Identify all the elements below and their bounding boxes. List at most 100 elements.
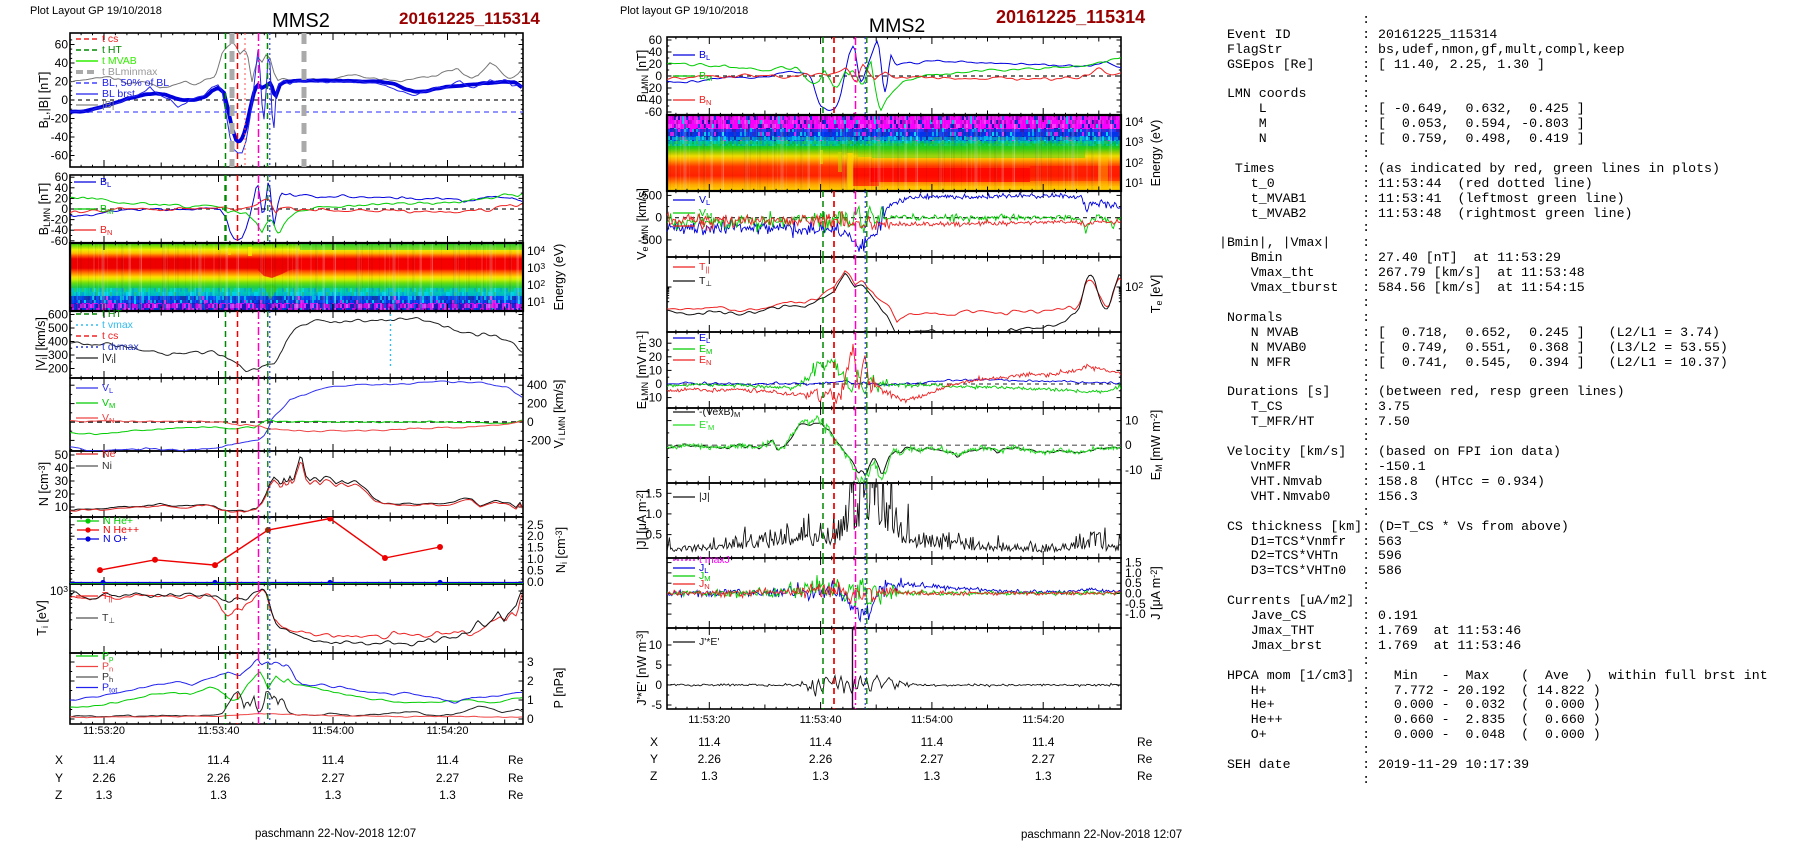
- svg-text:E'M: E'M: [699, 419, 714, 432]
- svg-text:1.3: 1.3: [1035, 769, 1052, 783]
- svg-text:0: 0: [655, 377, 662, 391]
- svg-text:T||: T||: [699, 261, 709, 274]
- svg-text:11.4: 11.4: [207, 753, 230, 767]
- svg-text:t BLminmax: t BLminmax: [102, 66, 158, 78]
- svg-text:BLMN [nT]: BLMN [nT]: [37, 183, 52, 235]
- svg-text:EM [mW m-2]: EM [mW m-2]: [1149, 410, 1164, 480]
- svg-text:2.26: 2.26: [92, 771, 116, 785]
- svg-text:T⊥: T⊥: [699, 275, 712, 288]
- svg-text:0: 0: [655, 678, 662, 692]
- svg-text:N He+: N He+: [103, 515, 133, 527]
- svg-text:-20: -20: [51, 213, 69, 227]
- svg-text:BL brst: BL brst: [102, 88, 135, 100]
- svg-text:101: 101: [527, 295, 545, 309]
- svg-text:BLMN [nT]: BLMN [nT]: [635, 50, 650, 102]
- svg-text:1.3: 1.3: [812, 769, 829, 783]
- svg-text:2.5: 2.5: [527, 518, 544, 532]
- svg-text:-1.0: -1.0: [1125, 607, 1146, 621]
- svg-text:20: 20: [649, 350, 663, 364]
- svg-text:5: 5: [655, 658, 662, 672]
- svg-text:JL: JL: [699, 562, 708, 575]
- svg-text:1.3: 1.3: [439, 788, 456, 802]
- svg-text:1.0: 1.0: [1125, 566, 1142, 580]
- svg-text:Plot layout GP 19/10/2018: Plot layout GP 19/10/2018: [620, 5, 748, 17]
- svg-text:0.5: 0.5: [645, 528, 662, 542]
- svg-text:VM: VM: [699, 207, 712, 220]
- svg-text:JN: JN: [699, 578, 710, 591]
- svg-text:Y: Y: [650, 752, 658, 766]
- svg-text:60: 60: [55, 170, 69, 184]
- svg-text:50: 50: [55, 448, 69, 462]
- svg-text:EM: EM: [699, 343, 712, 356]
- svg-text:Re: Re: [1137, 769, 1153, 783]
- svg-text:-60: -60: [51, 149, 69, 163]
- svg-text:0: 0: [1125, 438, 1132, 452]
- svg-text:102: 102: [527, 278, 545, 292]
- svg-text:Ptot: Ptot: [102, 682, 118, 695]
- svg-text:11.4: 11.4: [322, 753, 345, 767]
- svg-text:11.4: 11.4: [436, 753, 459, 767]
- svg-text:1.3: 1.3: [96, 788, 113, 802]
- svg-text:t MVAB: t MVAB: [102, 55, 137, 67]
- svg-text:103: 103: [1125, 135, 1143, 149]
- svg-text:EL: EL: [699, 332, 710, 345]
- svg-text:11:54:20: 11:54:20: [426, 725, 468, 737]
- svg-text:1.5: 1.5: [645, 486, 662, 500]
- svg-text:11.4: 11.4: [921, 735, 944, 749]
- svg-text:0.0: 0.0: [527, 575, 544, 589]
- svg-text:X: X: [55, 753, 63, 767]
- svg-text:-200: -200: [527, 433, 551, 447]
- svg-text:60: 60: [55, 38, 69, 52]
- svg-text:40: 40: [55, 461, 69, 475]
- svg-text:200: 200: [48, 362, 68, 376]
- svg-text:BN: BN: [699, 94, 711, 107]
- svg-text:500: 500: [48, 321, 68, 335]
- svg-text:0.0: 0.0: [1125, 587, 1142, 601]
- svg-text:20: 20: [55, 75, 69, 89]
- svg-text:11:54:00: 11:54:00: [312, 725, 354, 737]
- svg-text:P [nPa]: P [nPa]: [552, 668, 566, 709]
- svg-text:0: 0: [527, 415, 534, 429]
- svg-text:102: 102: [1125, 280, 1143, 294]
- svg-text:11:54:20: 11:54:20: [1022, 714, 1064, 726]
- svg-text:t dvmax: t dvmax: [102, 341, 140, 353]
- svg-text:2.26: 2.26: [698, 752, 722, 766]
- svg-text:T⊥: T⊥: [102, 612, 115, 625]
- svg-text:2.26: 2.26: [207, 771, 231, 785]
- svg-text:2.27: 2.27: [321, 771, 345, 785]
- svg-text:-(VexB)M: -(VexB)M: [699, 406, 740, 419]
- svg-text:2.26: 2.26: [809, 752, 833, 766]
- svg-text:-60: -60: [51, 234, 69, 248]
- svg-text:N He++: N He++: [103, 524, 139, 536]
- svg-text:BM: BM: [100, 203, 113, 216]
- svg-text:1.5: 1.5: [1125, 556, 1142, 570]
- svg-text:paschmann 22-Nov-2018 12:07: paschmann 22-Nov-2018 12:07: [255, 828, 416, 840]
- svg-text:11:53:40: 11:53:40: [800, 714, 842, 726]
- svg-text:500: 500: [642, 188, 662, 202]
- svg-text:BN: BN: [100, 224, 112, 237]
- svg-text:20: 20: [649, 57, 663, 71]
- svg-text:X: X: [650, 735, 658, 749]
- svg-text:102: 102: [1125, 156, 1143, 170]
- svg-text:VL: VL: [102, 382, 113, 395]
- svg-text:Ph: Ph: [102, 671, 113, 684]
- svg-text:-10: -10: [1125, 463, 1143, 477]
- svg-text:Ne: Ne: [102, 448, 116, 460]
- svg-text:t cs: t cs: [102, 33, 118, 45]
- svg-text:VM: VM: [102, 397, 115, 410]
- svg-text:|B|: |B|: [102, 99, 114, 111]
- svg-text:1.3: 1.3: [325, 788, 342, 802]
- svg-text:t maxJ: t maxJ: [699, 554, 730, 566]
- svg-text:10: 10: [55, 500, 69, 514]
- svg-text:Pp: Pp: [102, 650, 113, 663]
- svg-text:11:53:40: 11:53:40: [197, 725, 239, 737]
- svg-text:Ni [cm-3]: Ni [cm-3]: [554, 527, 569, 573]
- svg-text:Re: Re: [508, 788, 524, 802]
- svg-text:11.4: 11.4: [809, 735, 832, 749]
- svg-text:20161225_115314: 20161225_115314: [399, 9, 540, 28]
- svg-text:40: 40: [649, 45, 663, 59]
- svg-text:J'*E' [nW m-3]: J'*E' [nW m-3]: [635, 630, 649, 705]
- svg-text:1: 1: [527, 693, 534, 707]
- svg-text:3: 3: [527, 655, 534, 669]
- svg-text:2.0: 2.0: [527, 529, 544, 543]
